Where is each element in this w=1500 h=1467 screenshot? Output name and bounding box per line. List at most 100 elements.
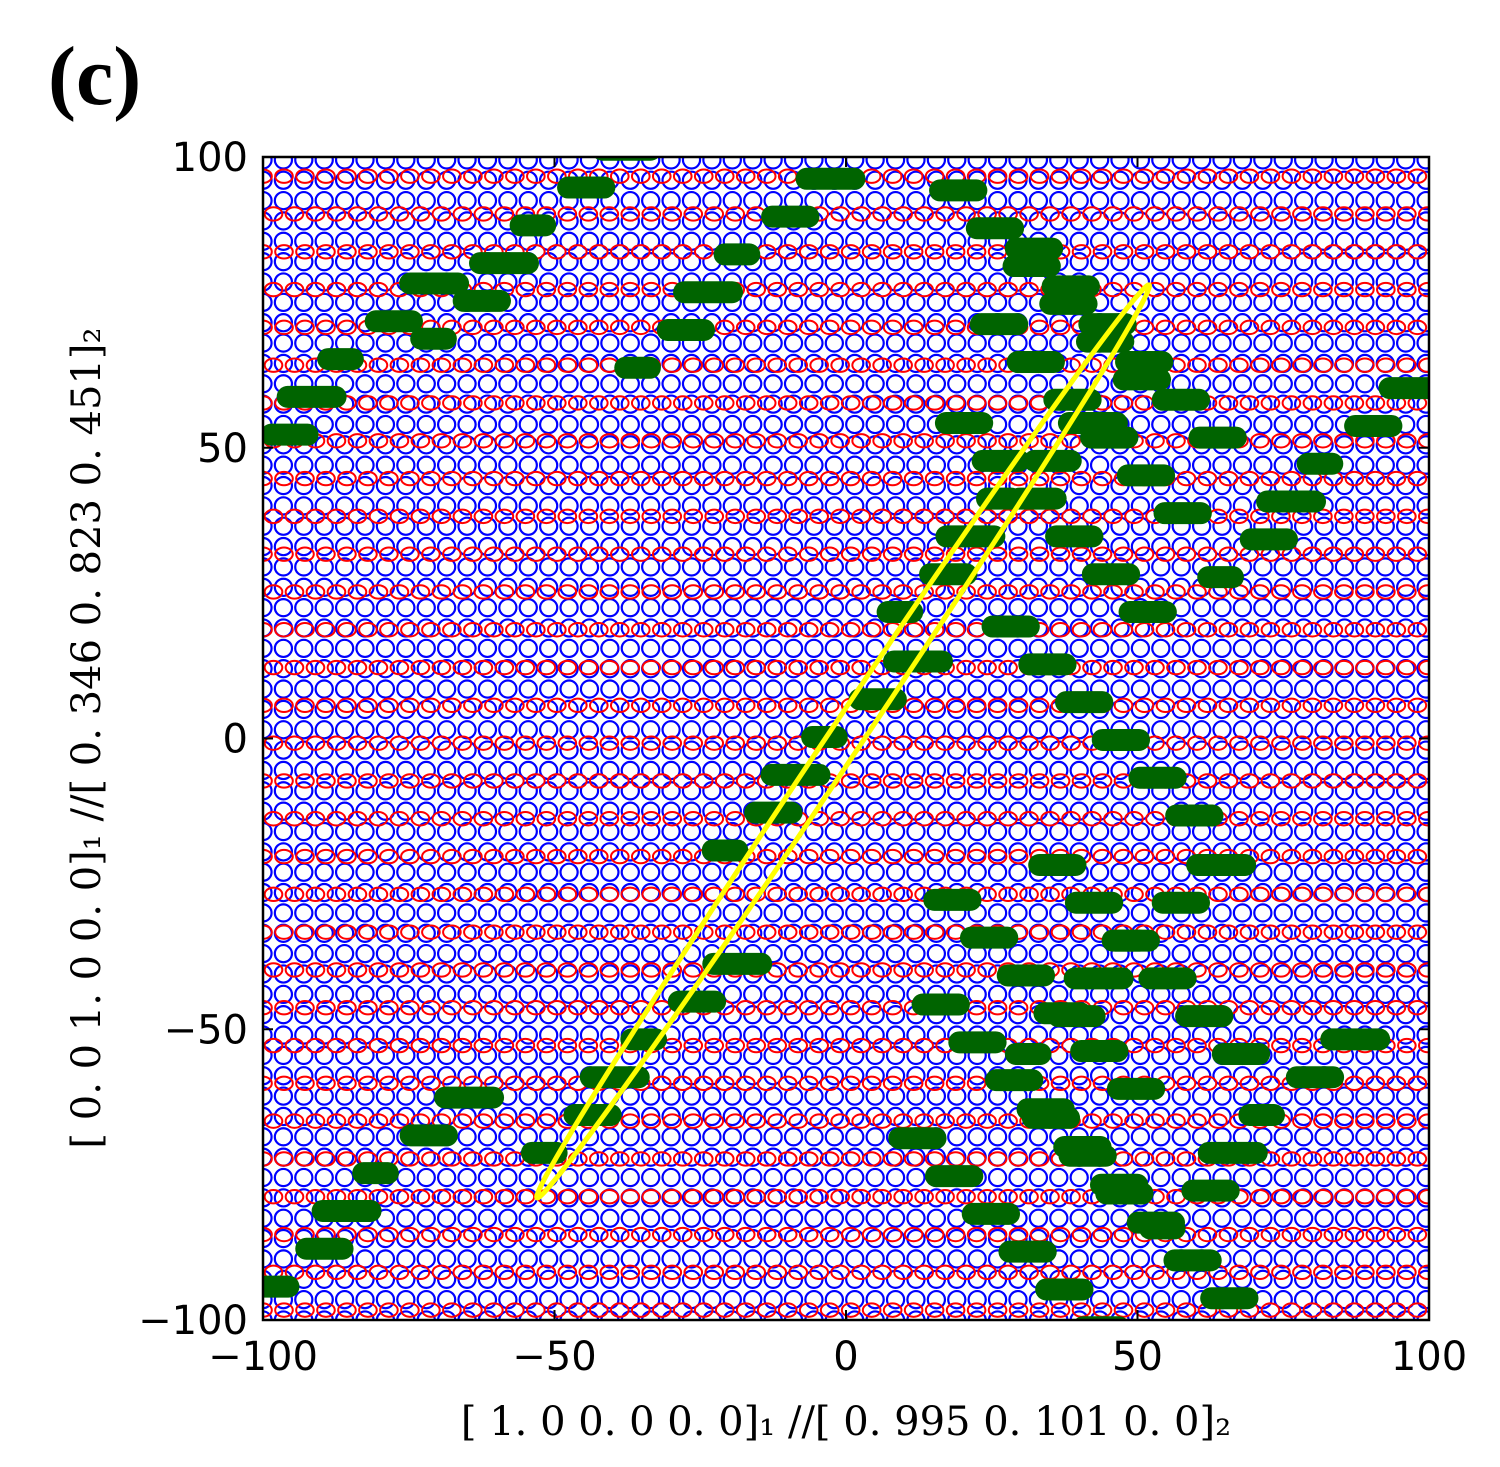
lattice-1-site [947,1127,967,1147]
lattice-1-site [600,557,620,577]
lattice-1-site [314,557,334,577]
lattice-1-site [477,536,498,557]
lattice-1-site [967,1066,987,1086]
lattice-1-site [1008,1310,1028,1320]
lattice-1-site [681,842,702,862]
lattice-1-site [1396,740,1416,760]
lattice-1-site [375,455,396,475]
lattice-1-site [620,964,640,984]
lattice-1-site [763,1045,783,1066]
lattice-1-site [763,496,783,516]
lattice-1-site [457,1208,477,1228]
lattice-1-site [1293,557,1314,577]
lattice-1-site [294,1289,314,1310]
lattice-1-site [743,1045,763,1066]
lattice-1-site [375,1289,396,1310]
lattice-1-site [1069,638,1089,659]
lattice-1-site [1293,821,1314,842]
lattice-1-site [885,557,906,577]
lattice-1-site [579,455,600,475]
lattice-1-site [600,1167,620,1188]
lattice-1-site [865,1188,885,1208]
lattice-1-site [1314,1147,1334,1167]
lattice-1-site [273,1086,294,1106]
lattice-1-site [579,496,600,516]
lattice-1-site [416,659,436,679]
lattice-1-site [538,1269,559,1289]
lattice-1-site [1253,781,1273,801]
lattice-1-site [416,943,436,964]
lattice-1-site [804,862,824,882]
lattice-1-site [436,679,457,699]
lattice-1-site [273,659,294,679]
lattice-1-site [559,943,579,964]
lattice-1-site [722,679,742,699]
lattice-1-site [845,1025,865,1045]
lattice-1-site [273,1167,294,1188]
lattice-1-site [1171,1289,1191,1310]
lattice-1-site [294,1066,314,1086]
lattice-1-site [600,618,620,638]
lattice-1-site [641,842,661,862]
lattice-1-site [947,1289,967,1310]
lattice-1-site [906,1310,926,1320]
lattice-1-site [1110,1289,1130,1310]
lattice-1-site [641,862,661,882]
lattice-1-site [783,1066,804,1086]
lattice-1-site [579,923,600,943]
lattice-1-site [1151,1025,1171,1045]
lattice-1-site [1416,1167,1429,1188]
lattice-1-site [1334,1167,1355,1188]
lattice-1-site [1028,1208,1049,1228]
lattice-1-site [947,1249,967,1269]
lattice-1-site [1375,821,1395,842]
lattice-1-site [1334,1310,1355,1320]
lattice-1-site [1008,720,1028,740]
lattice-1-site [885,1289,906,1310]
lattice-1-site [804,618,824,638]
lattice-1-site [396,496,416,516]
lattice-1-site [559,679,579,699]
lattice-1-site [375,760,396,781]
lattice-1-site [396,536,416,557]
lattice-1-site [702,1228,722,1249]
lattice-1-site [538,903,559,923]
lattice-1-site [334,781,355,801]
lattice-1-site [498,516,518,536]
lattice-1-site [967,760,987,781]
lattice-1-site [1191,760,1212,781]
lattice-1-site [1273,740,1293,760]
lattice-1-site [1334,1249,1355,1269]
lattice-1-site [1416,496,1429,516]
lattice-1-site [518,1025,538,1045]
lattice-1-site [804,1127,824,1147]
lattice-1-site [559,720,579,740]
lattice-1-site [477,862,498,882]
lattice-1-site [641,821,661,842]
lattice-1-site [702,496,722,516]
lattice-1-site [477,1127,498,1147]
lattice-1-site [1375,801,1395,821]
lattice-1-site [947,781,967,801]
lattice-1-site [1151,1045,1171,1066]
lattice-1-site [1334,618,1355,638]
lattice-1-site [1171,1167,1191,1188]
lattice-1-site [559,984,579,1005]
lattice-1-site [416,496,436,516]
lattice-1-site [926,760,947,781]
lattice-1-site [743,1147,763,1167]
lattice-1-site [1375,496,1395,516]
lattice-1-site [987,882,1008,903]
lattice-1-site [1396,862,1416,882]
lattice-1-site [967,821,987,842]
lattice-1-site [600,1269,620,1289]
lattice-1-site [661,455,681,475]
lattice-1-site [681,516,702,536]
lattice-1-site [294,455,314,475]
lattice-1-site [1028,1188,1049,1208]
lattice-1-site [538,1208,559,1228]
lattice-1-site [498,1147,518,1167]
lattice-1-site [600,760,620,781]
lattice-1-site [355,597,375,618]
lattice-1-site [1232,1310,1253,1320]
